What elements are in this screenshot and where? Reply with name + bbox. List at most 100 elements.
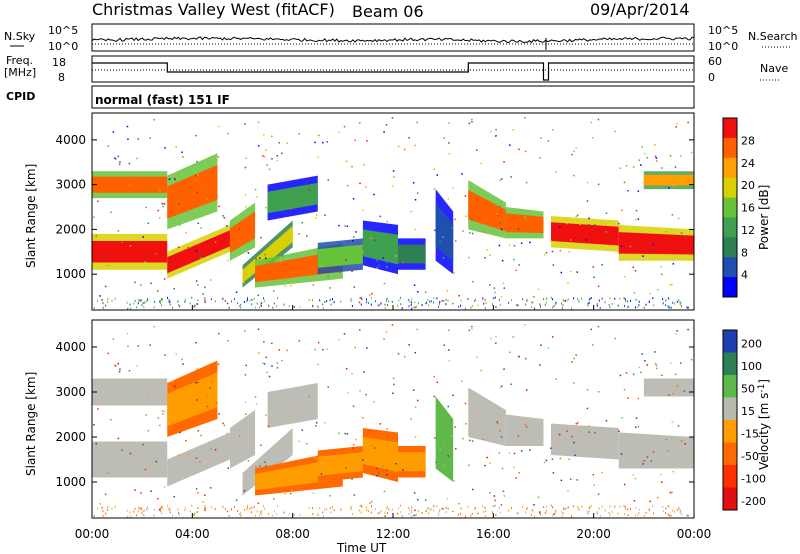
velocity-speckle [543,461,546,464]
velocity-speckle [392,377,395,380]
velocity-speckle [147,429,150,432]
nave-label: Nave [760,62,788,75]
velocity-near-range-noise [570,515,572,518]
power-near-range-noise [260,304,262,307]
power-speckle [204,299,206,302]
velocity-near-range-noise [587,512,589,515]
power-near-range-noise [428,304,430,307]
velocity-speckle [218,413,220,415]
power-near-range-noise [366,301,368,304]
power-speckle [524,150,527,153]
date-label: 09/Apr/2014 [590,0,690,19]
power-colorbar-frame [722,117,738,298]
velocity-near-range-noise [177,512,179,515]
power-near-range-noise [246,296,248,299]
velocity-near-range-noise [361,505,363,508]
velocity-speckle [244,374,247,376]
velocity-speckle [471,325,473,328]
power-echo-core [167,230,230,274]
velocity-near-range-noise [408,513,410,516]
velocity-ytick-label: 4000 [55,340,86,354]
power-near-range-noise [189,302,191,305]
velocity-speckle [235,499,238,501]
velocity-near-range-noise [416,513,418,516]
velocity-near-range-noise [161,506,163,509]
velocity-speckle [178,454,180,456]
power-speckle [144,260,147,263]
power-speckle [196,303,199,305]
velocity-speckle [471,440,474,442]
velocity-speckle [559,457,562,460]
velocity-speckle [568,458,571,461]
velocity-ytick-label: 2000 [55,430,86,444]
power-speckle [392,170,395,172]
power-speckle [458,294,460,297]
velocity-near-range-noise [351,513,353,516]
velocity-near-range-noise [627,514,629,517]
power-near-range-noise [240,303,242,306]
freq-trace [92,62,694,81]
velocity-speckle [195,382,197,384]
power-speckle [397,145,400,148]
power-near-range-noise [361,297,363,300]
velocity-near-range-noise [491,511,493,514]
velocity-echo [92,441,168,478]
power-speckle [126,125,129,128]
power-speckle [185,232,187,234]
power-speckle [317,156,319,159]
velocity-near-range-noise [485,509,487,512]
power-speckle [206,186,209,189]
power-speckle [668,187,670,189]
velocity-speckle [280,468,282,470]
velocity-speckle [142,443,144,446]
velocity-near-range-noise [324,508,326,511]
velocity-speckle [293,514,296,516]
velocity-near-range-noise [142,509,144,512]
velocity-speckle [208,387,211,389]
velocity-speckle [276,367,279,369]
power-speckle [118,163,121,166]
power-speckle [267,217,270,220]
power-near-range-noise [429,300,431,303]
velocity-near-range-noise [240,514,242,517]
velocity-speckle [196,381,199,384]
power-speckle [281,255,284,257]
power-near-range-noise [268,304,270,307]
power-speckle [222,215,224,217]
power-near-range-noise [360,303,362,306]
velocity-speckle [517,435,520,438]
freq-tick-high: 18 [52,56,66,69]
velocity-speckle [278,349,280,351]
power-speckle [359,182,361,185]
velocity-speckle [378,472,380,474]
velocity-near-range-noise [380,510,382,513]
noise-tick-low-left: 10^0 [48,40,78,53]
velocity-speckle [442,443,445,446]
velocity-near-range-noise [624,506,626,509]
velocity-speckle [383,490,386,493]
power-near-range-noise [609,297,611,300]
velocity-near-range-noise [256,510,258,513]
velocity-speckle [553,513,555,515]
velocity-speckle [182,363,184,365]
power-near-range-noise [350,297,352,300]
x-tick-label: 00:00 [677,527,712,541]
power-speckle [637,190,640,192]
velocity-near-range-noise [331,506,333,509]
velocity-speckle [395,462,397,465]
velocity-speckle [95,442,98,445]
power-speckle [660,265,662,268]
power-speckle [443,137,446,139]
velocity-near-range-noise [499,511,501,514]
power-speckle [448,152,451,155]
power-near-range-noise [577,298,579,301]
power-speckle [569,270,572,273]
velocity-speckle [679,509,681,512]
velocity-speckle [161,410,163,412]
power-near-range-noise [379,303,381,306]
power-speckle [359,122,361,124]
power-near-range-noise [256,302,258,305]
power-near-range-noise [534,307,536,310]
velocity-speckle [352,447,354,450]
station-title: Christmas Valley West (fitACF) [92,0,335,19]
